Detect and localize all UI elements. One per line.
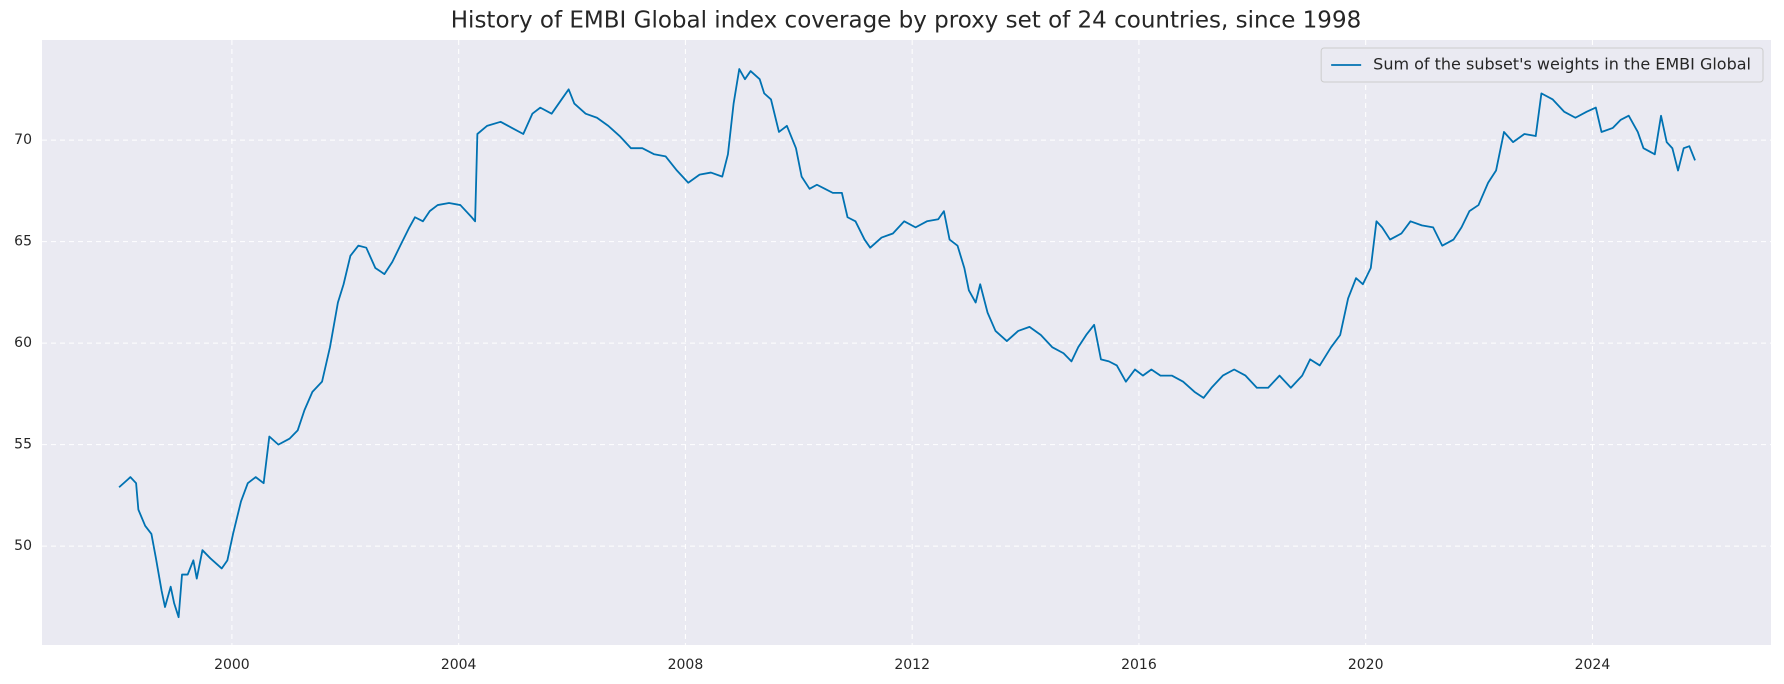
legend: Sum of the subset's weights in the EMBI … [1320, 47, 1764, 83]
y-tick-label: 50 [14, 538, 32, 554]
y-tick-label: 55 [14, 437, 32, 453]
x-tick-label: 2016 [1121, 657, 1157, 673]
chart-title: History of EMBI Global index coverage by… [451, 8, 1361, 34]
y-tick-label: 65 [14, 234, 32, 250]
x-tick-label: 2020 [1348, 657, 1384, 673]
x-tick-label: 2004 [441, 657, 477, 673]
data-line [118, 68, 1696, 619]
plot-area [42, 40, 1771, 645]
x-tick-label: 2008 [668, 657, 704, 673]
y-tick-label: 60 [14, 335, 32, 351]
x-tick-label: 2024 [1575, 657, 1611, 673]
legend-label: Sum of the subset's weights in the EMBI … [1373, 55, 1751, 74]
legend-box [1320, 47, 1764, 83]
marks [118, 68, 1696, 619]
x-tick-label: 2012 [894, 657, 930, 673]
y-tick-label: 70 [14, 132, 32, 148]
x-tick-label: 2000 [214, 657, 250, 673]
